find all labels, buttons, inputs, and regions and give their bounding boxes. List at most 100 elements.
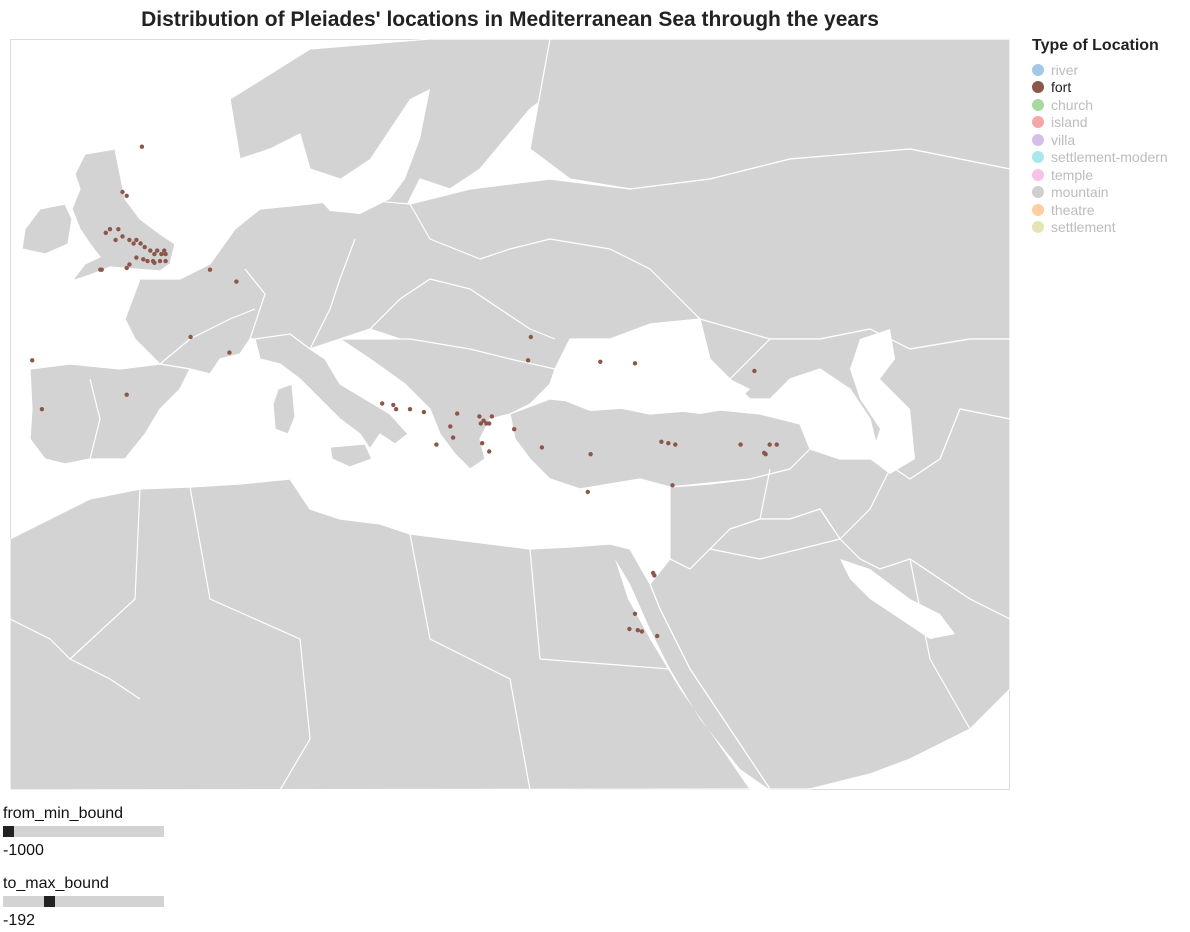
fort-point[interactable]: [107, 227, 113, 232]
fort-point[interactable]: [487, 449, 492, 454]
fort-point[interactable]: [487, 421, 492, 426]
fort-point[interactable]: [124, 392, 129, 397]
fort-point[interactable]: [639, 629, 645, 634]
fort-point[interactable]: [655, 633, 660, 639]
fort-point[interactable]: [188, 334, 193, 340]
fort-point[interactable]: [525, 358, 531, 363]
fort-point[interactable]: [127, 262, 132, 267]
fort-point[interactable]: [131, 241, 136, 246]
fort-point[interactable]: [767, 442, 772, 447]
fort-point[interactable]: [145, 258, 150, 264]
max-bound-slider[interactable]: to_max_bound -192: [3, 875, 164, 930]
fort-point[interactable]: [752, 368, 757, 374]
fort-point[interactable]: [134, 255, 139, 260]
fort-point[interactable]: [434, 442, 439, 447]
legend-symbol-theatre: [1032, 203, 1044, 216]
fort-point[interactable]: [393, 407, 399, 412]
fort-point[interactable]: [148, 248, 153, 253]
fort-point[interactable]: [162, 248, 167, 253]
fort-point[interactable]: [120, 234, 125, 239]
max-bound-thumb[interactable]: [43, 896, 55, 907]
land-italy: [254, 333, 409, 450]
fort-point[interactable]: [448, 424, 453, 429]
fort-point[interactable]: [455, 411, 460, 416]
fort-point[interactable]: [477, 414, 482, 419]
fort-point[interactable]: [39, 407, 45, 412]
legend-item-river[interactable]: river: [1032, 61, 1168, 79]
legend-symbol-settlement: [1032, 221, 1044, 234]
legend-label: settlement-modern: [1051, 149, 1168, 166]
fort-point[interactable]: [481, 418, 486, 423]
fort-point[interactable]: [234, 279, 239, 284]
fort-point[interactable]: [528, 334, 533, 340]
fort-point[interactable]: [450, 435, 456, 440]
fort-point[interactable]: [738, 442, 743, 447]
fort-point[interactable]: [157, 258, 163, 264]
legend-item-settlement[interactable]: settlement: [1032, 219, 1168, 237]
fort-point[interactable]: [632, 361, 638, 366]
fort-point[interactable]: [159, 251, 164, 257]
fort-point[interactable]: [116, 227, 121, 232]
fort-point[interactable]: [134, 237, 139, 243]
fort-point[interactable]: [152, 260, 157, 265]
fort-point[interactable]: [163, 258, 168, 264]
fort-point[interactable]: [478, 421, 483, 426]
fort-point[interactable]: [155, 248, 160, 253]
fort-point[interactable]: [124, 193, 129, 198]
fort-point[interactable]: [127, 237, 132, 243]
legend-item-mountain[interactable]: mountain: [1032, 184, 1168, 202]
fort-points-layer: [30, 144, 779, 639]
fort-point[interactable]: [763, 452, 768, 457]
fort-point[interactable]: [113, 237, 118, 243]
min-bound-track[interactable]: [3, 826, 164, 837]
fort-point[interactable]: [227, 350, 232, 355]
fort-point[interactable]: [539, 445, 545, 450]
fort-point[interactable]: [585, 489, 590, 495]
fort-point[interactable]: [141, 257, 146, 262]
fort-point[interactable]: [670, 483, 675, 488]
fort-point[interactable]: [421, 409, 427, 415]
fort-point[interactable]: [666, 441, 671, 446]
legend-item-temple[interactable]: temple: [1032, 166, 1168, 184]
legend-item-villa[interactable]: villa: [1032, 131, 1168, 149]
fort-point[interactable]: [489, 414, 495, 419]
fort-point[interactable]: [380, 401, 385, 406]
fort-point[interactable]: [138, 241, 143, 246]
fort-point[interactable]: [659, 439, 664, 444]
legend-item-theatre[interactable]: theatre: [1032, 201, 1168, 219]
fort-point[interactable]: [99, 267, 104, 272]
fort-point[interactable]: [627, 626, 632, 632]
fort-point[interactable]: [480, 441, 485, 446]
map-plot[interactable]: [10, 39, 1010, 790]
legend-item-island[interactable]: island: [1032, 114, 1168, 132]
land-balkans: [339, 338, 556, 470]
fort-point[interactable]: [103, 230, 109, 235]
legend-symbol-church: [1032, 98, 1044, 111]
fort-point[interactable]: [588, 452, 593, 457]
fort-point[interactable]: [598, 359, 603, 364]
fort-point[interactable]: [774, 442, 779, 447]
fort-point[interactable]: [635, 628, 640, 633]
fort-point[interactable]: [142, 244, 147, 250]
fort-point[interactable]: [632, 611, 638, 616]
max-bound-track[interactable]: [3, 896, 164, 907]
fort-point[interactable]: [407, 407, 413, 412]
fort-point[interactable]: [124, 265, 129, 271]
fort-point[interactable]: [120, 189, 125, 195]
fort-point[interactable]: [512, 427, 517, 432]
fort-point[interactable]: [652, 573, 657, 578]
fort-point[interactable]: [207, 267, 213, 272]
fort-point[interactable]: [163, 251, 168, 257]
legend-item-church[interactable]: church: [1032, 96, 1168, 114]
fort-point[interactable]: [673, 442, 678, 447]
legend-item-settlement-modern[interactable]: settlement-modern: [1032, 149, 1168, 167]
fort-point[interactable]: [391, 402, 396, 408]
fort-point[interactable]: [139, 144, 145, 149]
legend: Type of Location river fort church island vi…: [1032, 37, 1168, 236]
legend-symbol-mountain: [1032, 186, 1044, 199]
legend-item-fort[interactable]: fort: [1032, 79, 1168, 97]
min-bound-thumb[interactable]: [3, 826, 14, 837]
fort-point[interactable]: [30, 358, 35, 363]
min-bound-slider[interactable]: from_min_bound -1000: [3, 805, 164, 860]
fort-point[interactable]: [152, 251, 157, 257]
